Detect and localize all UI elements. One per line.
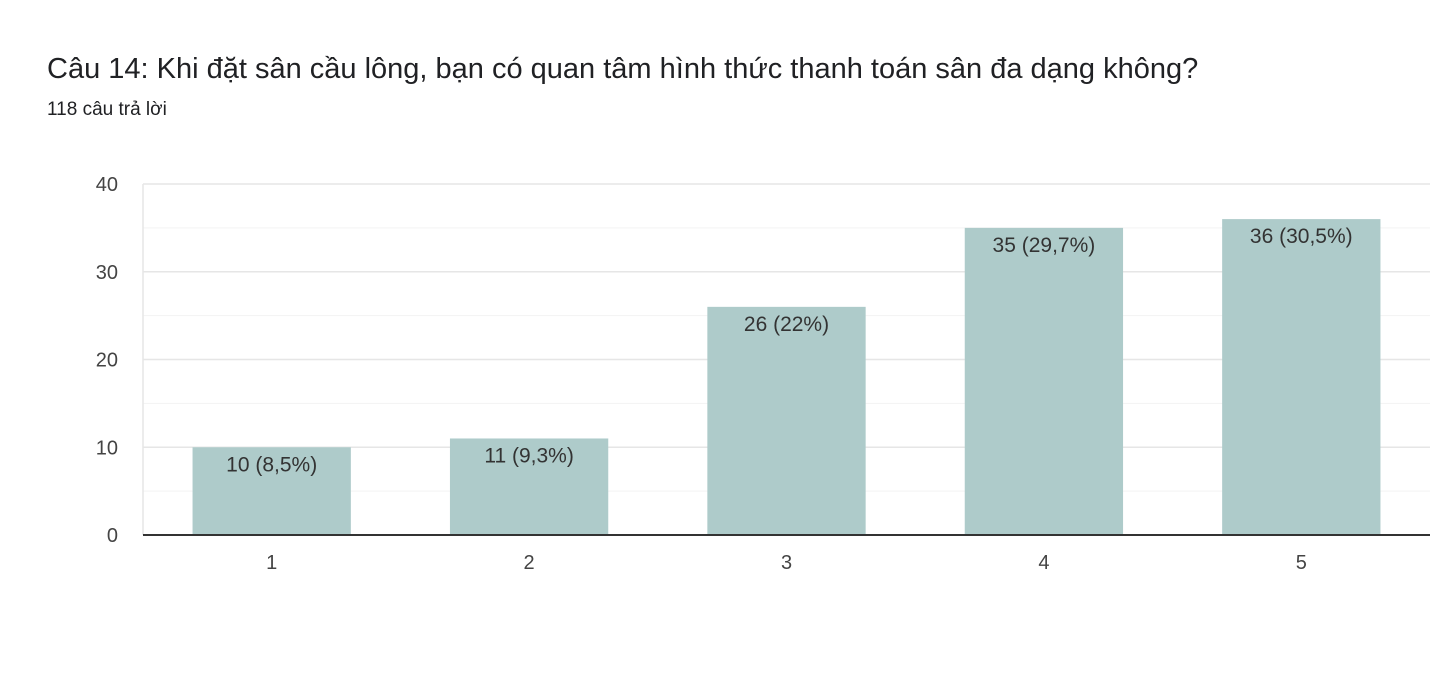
y-tick-label: 20 bbox=[96, 350, 118, 372]
y-tick-label: 10 bbox=[96, 437, 118, 459]
bar-data-label: 11 (9,3%) bbox=[484, 444, 574, 467]
question-title: Câu 14: Khi đặt sân cầu lông, bạn có qua… bbox=[47, 53, 1199, 85]
x-tick-label: 5 bbox=[1296, 552, 1307, 574]
x-tick-label: 4 bbox=[1038, 552, 1049, 574]
x-tick-label: 3 bbox=[781, 552, 792, 574]
x-tick-label: 2 bbox=[524, 552, 535, 574]
bar bbox=[964, 227, 1124, 535]
x-tick-label: 1 bbox=[266, 552, 277, 574]
y-tick-label: 30 bbox=[96, 262, 118, 284]
bar-data-label: 10 (8,5%) bbox=[226, 453, 317, 476]
response-count: 118 câu trả lời bbox=[47, 99, 167, 120]
bar bbox=[449, 438, 609, 535]
y-tick-label: 0 bbox=[107, 525, 118, 547]
bar bbox=[1222, 219, 1381, 535]
bar-data-label: 26 (22%) bbox=[744, 313, 829, 336]
bar bbox=[707, 306, 866, 535]
bar-data-label: 36 (30,5%) bbox=[1250, 225, 1353, 248]
y-tick-label: 40 bbox=[96, 174, 118, 196]
bar-data-label: 35 (29,7%) bbox=[993, 234, 1096, 257]
bar bbox=[192, 447, 351, 535]
